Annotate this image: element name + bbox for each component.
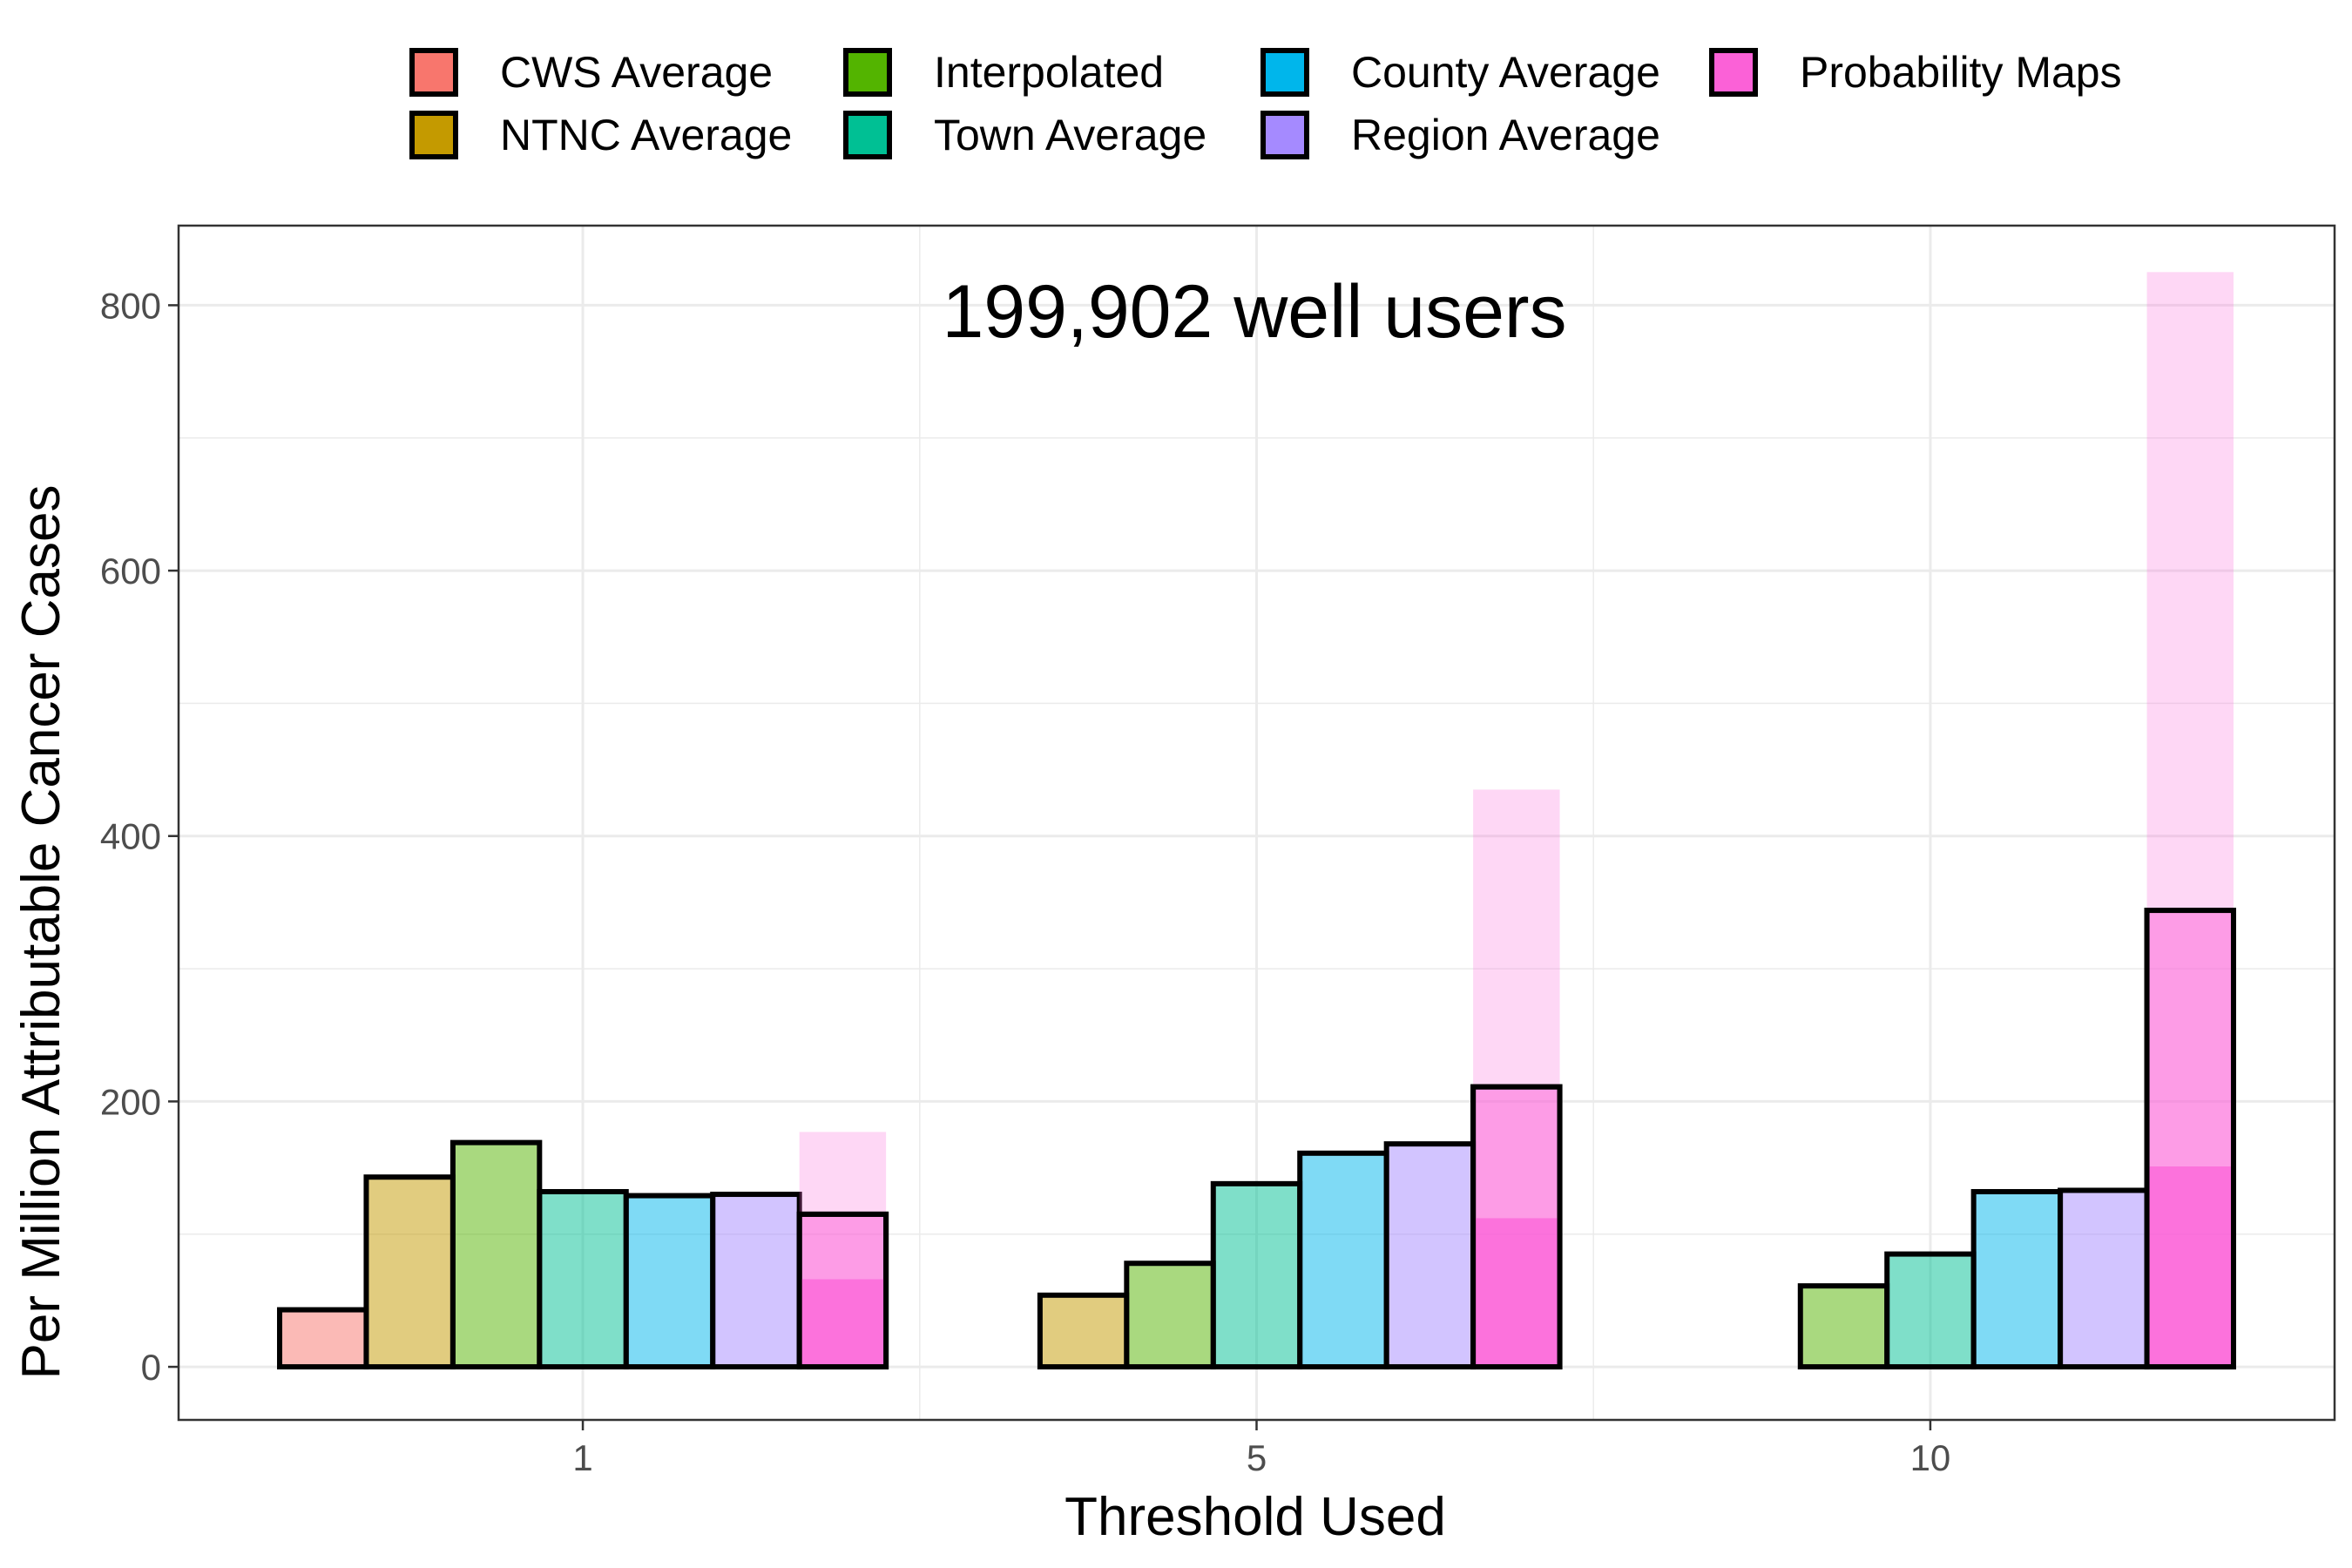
- y-tick-label: 0: [141, 1347, 161, 1388]
- bars: [277, 272, 2236, 1370]
- bar: [449, 1139, 543, 1370]
- bar: [1297, 1150, 1389, 1370]
- legend-label: NTNC Average: [500, 111, 792, 159]
- legend-label: County Average: [1351, 48, 1660, 97]
- legend-swatch: [1709, 48, 1758, 97]
- y-tick-label: 200: [100, 1081, 161, 1122]
- bar-outline: [2144, 908, 2236, 1370]
- legend-label: Region Average: [1351, 111, 1660, 159]
- legend-item: Region Average: [1260, 111, 1660, 159]
- y-axis-label: Per Million Attributable Cancer Cases: [11, 485, 71, 1380]
- bar: [277, 1307, 369, 1370]
- legend-swatch: [843, 48, 892, 97]
- bar: [1884, 1251, 1977, 1370]
- bar: [1383, 1141, 1477, 1370]
- bar: [1970, 1188, 2064, 1370]
- bar: [1124, 1260, 1216, 1370]
- legend-label: Probability Maps: [1800, 48, 2122, 97]
- legend-label: Town Average: [934, 111, 1206, 159]
- legend-swatch: [1260, 48, 1309, 97]
- chart-title: 199,902 well users: [942, 270, 1566, 354]
- legend-swatch: [409, 48, 458, 97]
- y-tick-label: 800: [100, 285, 161, 326]
- bar-outline: [1470, 1084, 1563, 1370]
- x-tick-label: 5: [1247, 1437, 1267, 1478]
- y-tick-label: 600: [100, 551, 161, 591]
- x-axis: 1 5 10: [572, 1420, 1950, 1478]
- legend-item: Town Average: [843, 111, 1206, 159]
- legend-item: Probability Maps: [1709, 48, 2122, 97]
- bar: [1797, 1283, 1890, 1370]
- x-axis-label: Threshold Used: [1064, 1487, 1446, 1547]
- y-tick-label: 400: [100, 816, 161, 857]
- legend-label: Interpolated: [934, 48, 1164, 97]
- legend-label: CWS Average: [500, 48, 773, 97]
- legend-item: CWS Average: [409, 48, 773, 97]
- legend-swatch: [843, 111, 892, 159]
- legend: CWS Average NTNC Average Interpolated Town …: [409, 48, 2122, 159]
- x-tick-label: 1: [572, 1437, 592, 1478]
- bar-lower-range: [2146, 1166, 2234, 1368]
- legend-item: NTNC Average: [409, 111, 792, 159]
- bar: [363, 1174, 456, 1370]
- x-tick-label: 10: [1910, 1437, 1951, 1478]
- bar-lower-range: [799, 1279, 887, 1368]
- bar: [1037, 1292, 1130, 1370]
- bar: [1210, 1180, 1303, 1370]
- bar: [710, 1192, 802, 1370]
- bar: [2058, 1187, 2150, 1370]
- legend-swatch: [409, 111, 458, 159]
- y-axis: 0 200 400 600 800: [100, 285, 179, 1388]
- bar: [623, 1193, 716, 1370]
- bar-outline: [796, 1211, 889, 1370]
- legend-item: County Average: [1260, 48, 1660, 97]
- bar: [537, 1188, 629, 1370]
- legend-swatch: [1260, 111, 1309, 159]
- legend-item: Interpolated: [843, 48, 1164, 97]
- bar-lower-range: [1473, 1218, 1560, 1368]
